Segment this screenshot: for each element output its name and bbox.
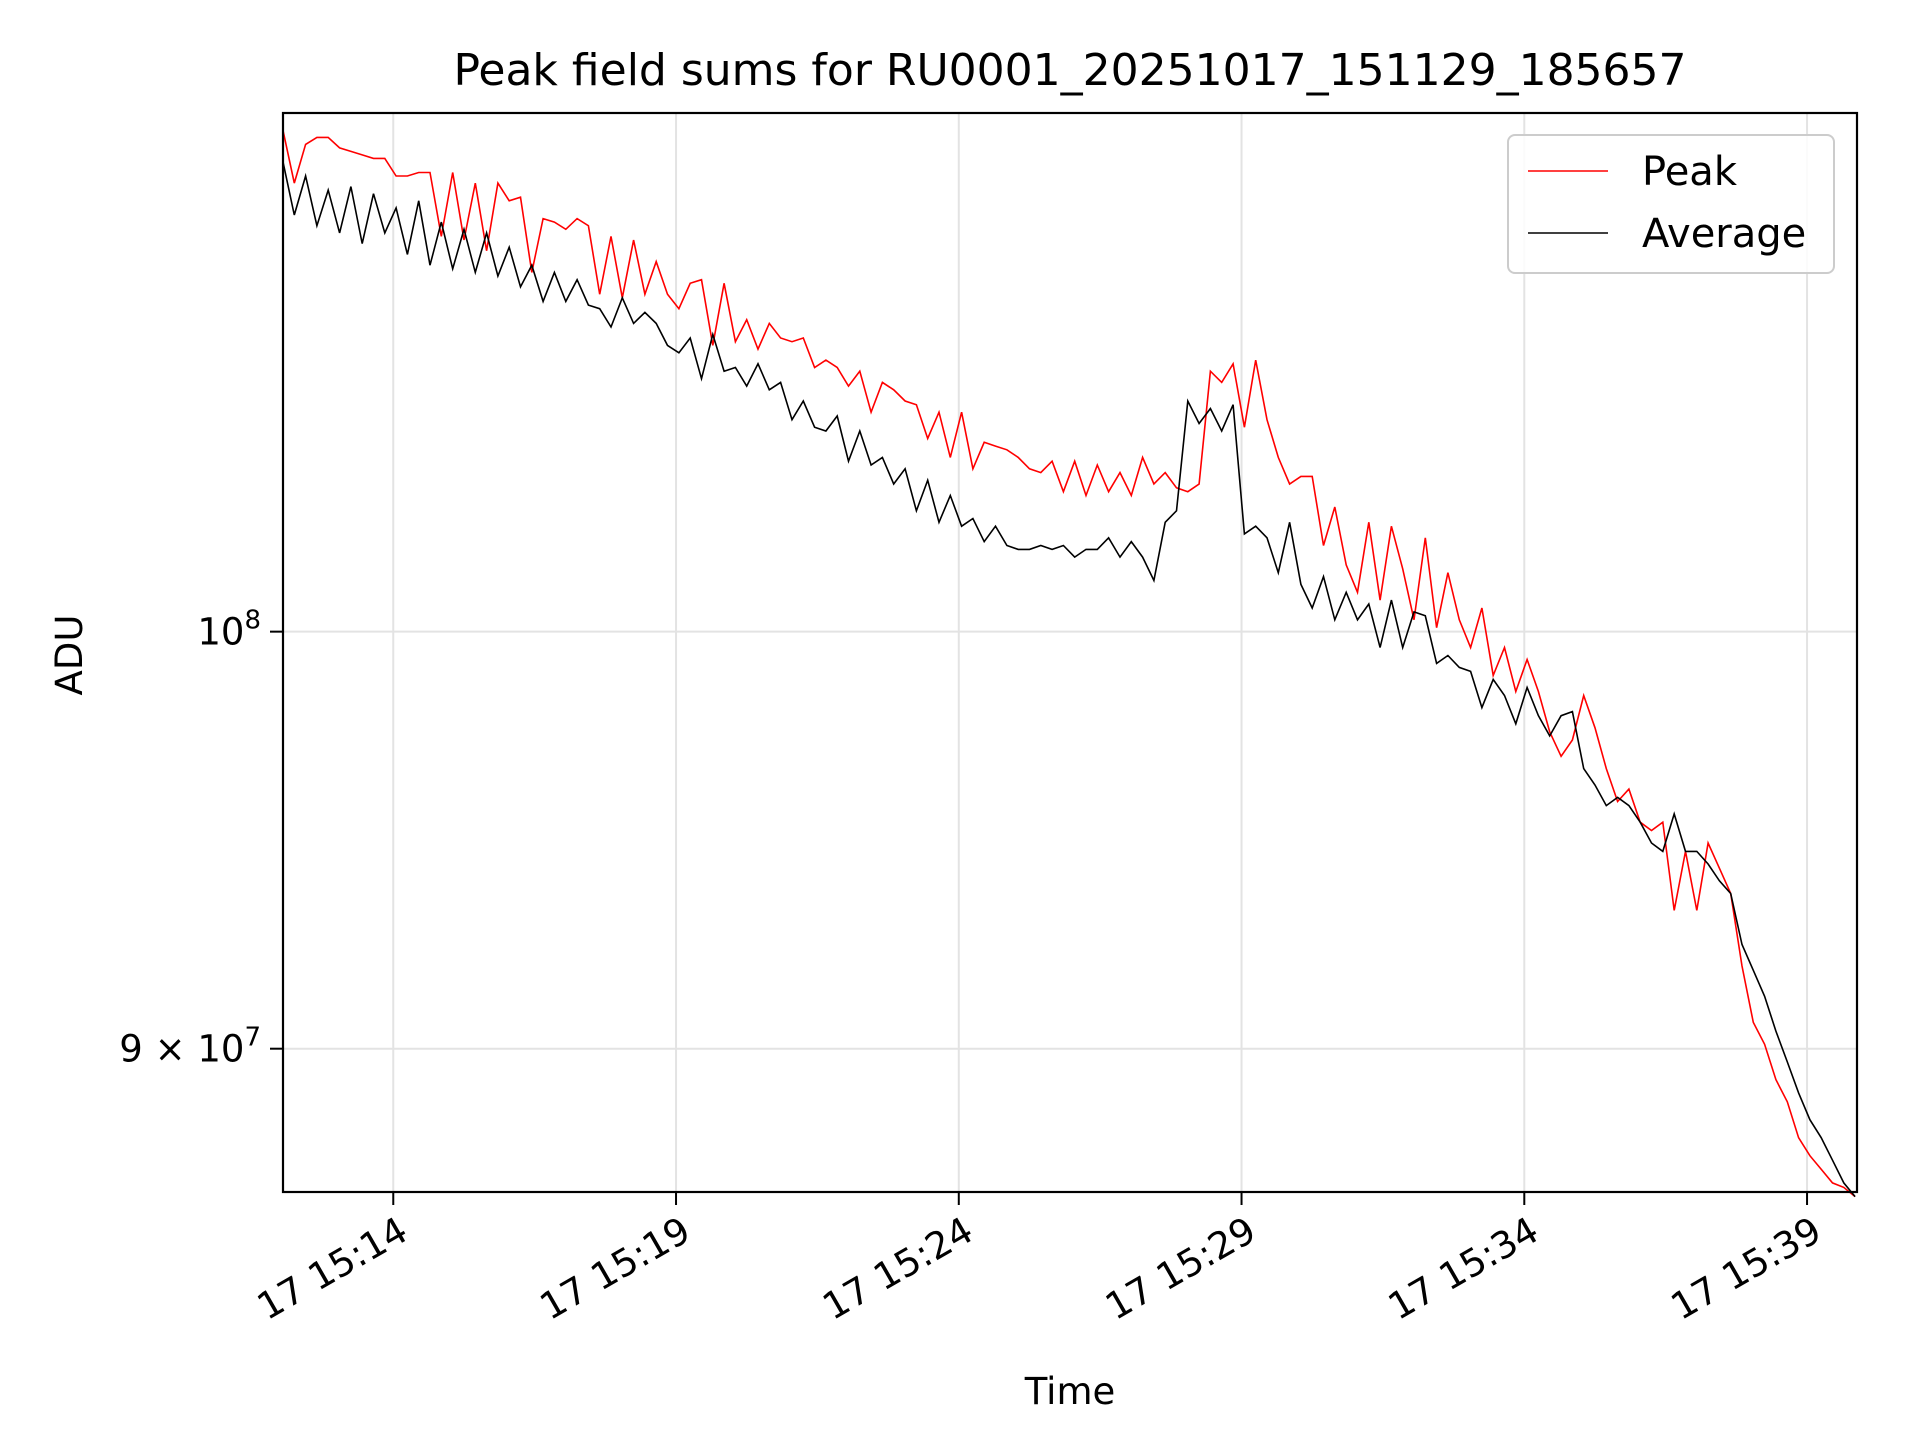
chart-title: Peak field sums for RU0001_20251017_1511… xyxy=(453,45,1686,96)
y-axis-label: ADU xyxy=(48,615,91,696)
grid xyxy=(283,113,1857,1192)
x-axis-label: Time xyxy=(1024,1370,1116,1413)
y-tick-label: 9 × 107 xyxy=(119,1023,261,1071)
y-axis: 108 9 × 107 xyxy=(119,606,283,1071)
series-layer xyxy=(282,130,1856,1198)
legend-label-average: Average xyxy=(1642,211,1806,257)
plot-frame xyxy=(281,111,1859,1194)
y-tick-label: 108 xyxy=(197,606,261,654)
series-line-peak xyxy=(282,130,1856,1198)
legend: Peak Average xyxy=(1507,134,1835,274)
series-line-average xyxy=(282,161,1856,1198)
legend-label-peak: Peak xyxy=(1642,149,1738,195)
legend-box xyxy=(1507,134,1835,274)
